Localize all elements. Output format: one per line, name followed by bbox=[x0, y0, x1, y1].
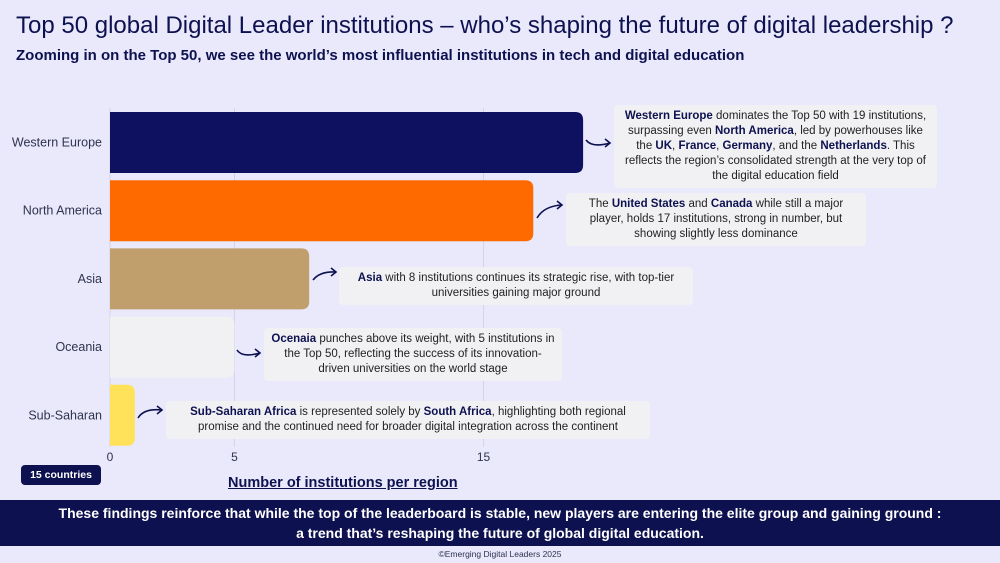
note-sub-saharan: Sub-Saharan Africa is represented solely… bbox=[166, 401, 650, 439]
category-label-western-europe: Western Europe bbox=[12, 136, 102, 150]
x-tick-label-2: 15 bbox=[477, 450, 491, 464]
copyright-footer: ©Emerging Digital Leaders 2025 bbox=[438, 549, 562, 559]
arrow-oceania bbox=[236, 349, 261, 356]
arrow-asia-head bbox=[330, 267, 338, 277]
banner-line-2: a trend that’s reshaping the future of g… bbox=[296, 525, 704, 541]
bar-sub-saharan bbox=[110, 384, 135, 446]
category-label-sub-saharan: Sub-Saharan bbox=[28, 408, 102, 422]
x-tick-label-0: 0 bbox=[107, 450, 114, 464]
arrow-sub-saharan-head bbox=[156, 405, 164, 415]
page-title: Top 50 global Digital Leader institution… bbox=[16, 12, 954, 39]
arrow-western-europe bbox=[585, 139, 611, 146]
page-subtitle: Zooming in on the Top 50, we see the wor… bbox=[16, 47, 745, 64]
countries-badge: 15 countries bbox=[21, 465, 101, 485]
arrow-north-america-head bbox=[556, 200, 564, 210]
conclusion-banner: These findings reinforce that while the … bbox=[0, 500, 1000, 546]
arrow-oceania-head bbox=[254, 348, 262, 358]
category-label-oceania: Oceania bbox=[55, 340, 102, 354]
bar-western-europe bbox=[110, 112, 584, 173]
arrow-western-europe-head bbox=[604, 138, 612, 148]
arrow-asia bbox=[312, 271, 337, 281]
category-label-asia: Asia bbox=[78, 272, 102, 286]
arrow-north-america bbox=[536, 204, 563, 219]
arrow-sub-saharan bbox=[137, 408, 163, 419]
x-axis-label: Number of institutions per region bbox=[228, 475, 458, 491]
x-tick-label-1: 5 bbox=[231, 450, 238, 464]
bar-asia bbox=[110, 248, 310, 310]
note-oceania: Ocenaia punches above its weight, with 5… bbox=[264, 328, 562, 381]
banner-line-1: These findings reinforce that while the … bbox=[58, 505, 942, 521]
note-western-europe: Western Europe dominates the Top 50 with… bbox=[614, 105, 937, 188]
note-asia: Asia with 8 institutions continues its s… bbox=[339, 267, 693, 305]
bar-chart: Western Europe North America Asia Oceania Su… bbox=[12, 108, 612, 464]
note-north-america: The United States and Canada while still… bbox=[566, 193, 866, 246]
category-label-north-america: North America bbox=[23, 204, 102, 218]
bar-north-america bbox=[110, 180, 534, 242]
bar-oceania bbox=[110, 316, 235, 378]
